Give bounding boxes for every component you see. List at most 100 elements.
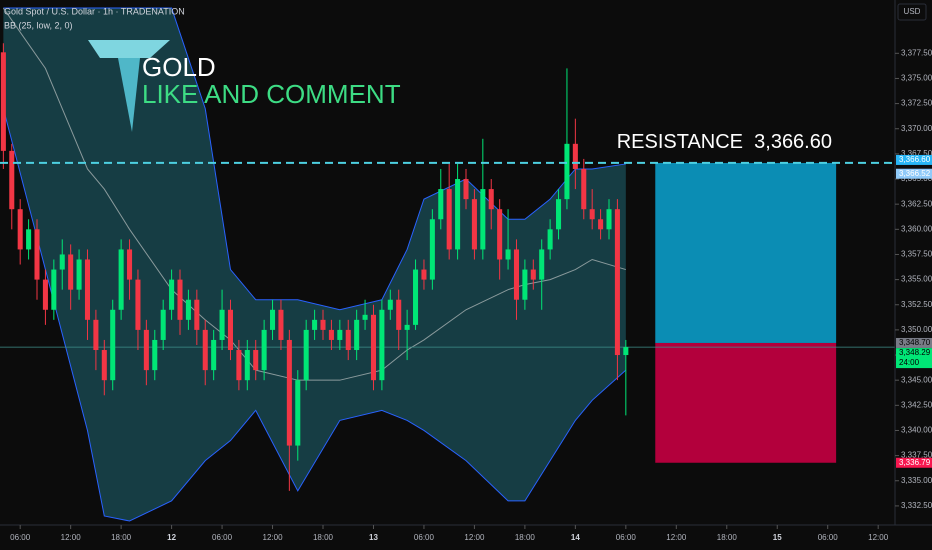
candle-body — [26, 229, 32, 250]
candle-body — [76, 259, 82, 290]
price-tag-label: 3,348.70 — [899, 338, 931, 347]
loss-zone — [655, 342, 837, 463]
resistance-label: RESISTANCE 3,366.60 — [617, 131, 832, 153]
candle-body — [488, 189, 494, 210]
candle-body — [513, 249, 519, 300]
candle-body — [34, 229, 40, 280]
price-tag — [896, 168, 932, 179]
candle-body — [236, 350, 242, 381]
indicator-label: BB (25, low, 2, 0) — [4, 20, 73, 30]
y-tick-label: 3,372.50 — [901, 99, 932, 108]
candle-body — [143, 329, 149, 371]
price-tag — [896, 348, 932, 369]
candle-body — [118, 249, 124, 310]
y-tick-label: 3,337.50 — [901, 451, 932, 460]
candle-body — [202, 329, 208, 371]
candle-body — [396, 299, 402, 330]
logo-shape — [118, 58, 140, 132]
plot-area — [0, 7, 895, 522]
candle-body — [539, 249, 545, 280]
candle-body — [455, 179, 461, 250]
currency[interactable]: USD — [904, 7, 921, 16]
symbol-title: Gold Spot / U.S. Dollar · 1h · TRADENATI… — [4, 6, 185, 16]
price-tag-label: 3,336.79 — [899, 458, 931, 467]
candle-body — [623, 347, 629, 356]
candle-body — [0, 52, 6, 151]
candle-body — [530, 269, 536, 280]
y-tick-label: 3,335.00 — [901, 476, 932, 485]
candle-body — [51, 269, 57, 310]
candle-body — [84, 259, 91, 320]
y-tick-label: 3,342.50 — [901, 400, 932, 409]
candle-body — [556, 199, 562, 230]
candle-body — [9, 150, 15, 210]
candle-body — [522, 269, 528, 300]
price-tag — [896, 154, 932, 165]
band-lower — [2, 108, 627, 522]
y-tick-label: 3,360.00 — [901, 224, 932, 233]
candle-body — [320, 319, 326, 330]
candle-body — [572, 143, 578, 169]
price-tag-label: 3,366.52 — [899, 169, 931, 178]
x-tick-label: 06:00 — [414, 533, 435, 542]
candle-body — [463, 179, 469, 200]
y-tick-label: 3,350.00 — [901, 325, 932, 334]
y-tick-label: 3,375.00 — [901, 74, 932, 83]
band-upper — [3, 7, 626, 311]
candle-body — [110, 309, 116, 381]
x-tick-label: 18:00 — [717, 533, 738, 542]
y-tick-label: 3,332.50 — [901, 501, 932, 510]
y-tick-label: 3,352.50 — [901, 300, 932, 309]
candle-body — [581, 168, 587, 210]
candle-body — [429, 219, 435, 280]
candle-body — [345, 329, 351, 351]
candle-body — [598, 219, 604, 230]
candle-body — [471, 199, 477, 250]
price-tag — [896, 337, 932, 348]
candle-body — [270, 309, 276, 330]
x-tick-label: 14 — [571, 533, 580, 542]
candle-body — [547, 229, 553, 250]
candle-body — [387, 299, 393, 310]
candle-body — [505, 249, 511, 260]
countdown: 24:00 — [899, 358, 920, 367]
x-tick-label: 06:00 — [10, 533, 31, 542]
price-tag — [896, 457, 932, 468]
y-tick-label: 3,340.00 — [901, 426, 932, 435]
y-tick-label: 3,357.50 — [901, 250, 932, 259]
candle-body — [59, 254, 65, 270]
profit-zone — [655, 162, 837, 343]
candle-body — [404, 324, 410, 330]
candle-body — [413, 269, 419, 325]
x-tick-label: 06:00 — [212, 533, 233, 542]
y-tick-label: 3,370.00 — [901, 124, 932, 133]
logo — [88, 40, 170, 132]
candle-body — [211, 339, 217, 371]
price-tag-label: 3,348.29 — [899, 348, 931, 357]
candle-body — [244, 350, 250, 381]
x-tick-label: 06:00 — [616, 533, 637, 542]
candle-body — [328, 329, 334, 340]
x-tick-label: 12:00 — [666, 533, 687, 542]
logo-subtitle: LIKE AND COMMENT — [142, 79, 401, 109]
currency-box[interactable] — [897, 3, 927, 21]
y-tick-label: 3,355.00 — [901, 275, 932, 284]
candle-body — [564, 143, 570, 200]
candle-body — [480, 189, 486, 250]
candle-body — [160, 309, 166, 340]
x-tick-label: 12:00 — [61, 533, 82, 542]
candle-body — [286, 339, 292, 446]
candle-body — [362, 314, 368, 320]
candle-body — [169, 279, 175, 310]
y-tick-label: 3,367.50 — [901, 149, 932, 158]
candle-body — [354, 319, 360, 351]
candle-body — [446, 189, 452, 250]
candle-body — [185, 299, 191, 320]
candle-body — [68, 254, 74, 290]
candle-body — [303, 329, 309, 381]
y-tick-label: 3,362.50 — [901, 199, 932, 208]
candle-body — [93, 319, 99, 351]
x-tick-label: 12:00 — [868, 533, 889, 542]
candle-body — [227, 309, 234, 351]
